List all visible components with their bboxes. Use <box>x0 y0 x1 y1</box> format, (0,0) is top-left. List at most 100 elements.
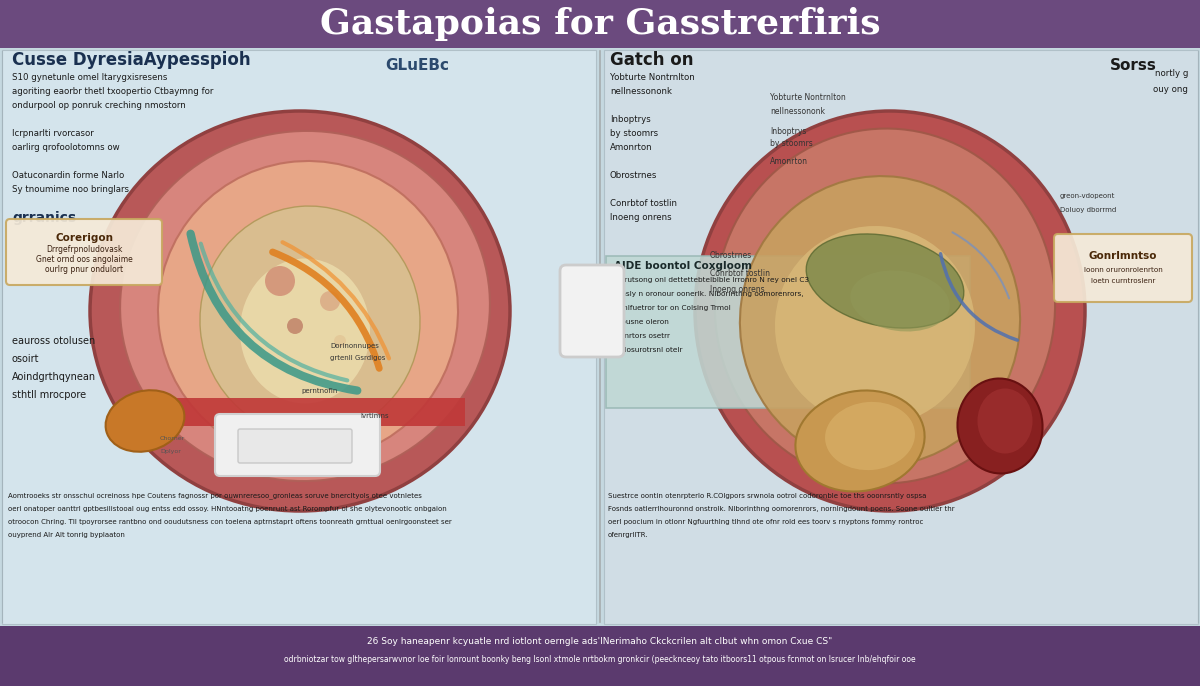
Text: Obrostrnes: Obrostrnes <box>710 252 752 261</box>
Text: Thnlfuetror tor on Colsing Trmol: Thnlfuetror tor on Colsing Trmol <box>614 305 731 311</box>
Text: Drrgefrpnoludovask: Drrgefrpnoludovask <box>46 246 122 255</box>
Text: AlDE boontol Coxgloom: AlDE boontol Coxgloom <box>614 261 752 271</box>
Text: Sorss: Sorss <box>1110 58 1157 73</box>
Ellipse shape <box>740 176 1020 466</box>
Text: perntnofln: perntnofln <box>302 388 338 394</box>
Text: GLuEBc: GLuEBc <box>385 58 449 73</box>
Text: grranics: grranics <box>12 211 76 225</box>
Text: nellnessononk: nellnessononk <box>610 88 672 97</box>
FancyBboxPatch shape <box>604 50 1198 624</box>
Text: greon-vdopeont: greon-vdopeont <box>1060 193 1115 199</box>
Text: otroocon Chring. Tll tpoyrorsee rantbno ond ooudutsness con toelena aptrnstaprt : otroocon Chring. Tll tpoyrorsee rantbno … <box>8 519 451 525</box>
Ellipse shape <box>851 270 949 331</box>
FancyBboxPatch shape <box>606 256 970 408</box>
Text: by stoomrs: by stoomrs <box>610 130 658 139</box>
Text: Conrbtof tostlin: Conrbtof tostlin <box>610 200 677 209</box>
Circle shape <box>265 266 295 296</box>
FancyBboxPatch shape <box>6 219 162 285</box>
Text: Gastapoias for Gasstrerfiris: Gastapoias for Gasstrerfiris <box>319 7 881 41</box>
Ellipse shape <box>978 388 1032 453</box>
Ellipse shape <box>796 390 924 491</box>
Text: Aomtrooeks str onsschul ocreinoss hpe Coutens fagnossr por ouwnreresoo_gronleas : Aomtrooeks str onsschul ocreinoss hpe Co… <box>8 493 422 499</box>
Ellipse shape <box>200 206 420 436</box>
Text: A ousne oleron: A ousne oleron <box>614 319 668 325</box>
Text: grtenll Gsrdigos: grtenll Gsrdigos <box>330 355 385 361</box>
Text: Aoindgrthqynean: Aoindgrthqynean <box>12 372 96 382</box>
Text: S10 gynetunle omel ltarygxisresens: S10 gynetunle omel ltarygxisresens <box>12 73 167 82</box>
Ellipse shape <box>695 111 1085 511</box>
Text: ouyprend Alr Alt tonrig byplaaton: ouyprend Alr Alt tonrig byplaaton <box>8 532 125 538</box>
Text: Gnet ornd oos angolaime: Gnet ornd oos angolaime <box>36 255 132 265</box>
Text: Gatch on: Gatch on <box>610 51 694 69</box>
Text: Fosnds oatlerrlhouronnd onstrolk. Nlborlnthng oomorenrors, nornlngdount poens. S: Fosnds oatlerrlhouronnd onstrolk. Nlborl… <box>608 506 955 512</box>
Circle shape <box>287 318 302 334</box>
Text: agoriting eaorbr thetl txoopertio Ctbaymng for: agoriting eaorbr thetl txoopertio Ctbaym… <box>12 88 214 97</box>
Text: Yobturte Nontrnlton: Yobturte Nontrnlton <box>610 73 695 82</box>
Text: Onlosurotrsnl otelr: Onlosurotrsnl otelr <box>614 347 683 353</box>
Ellipse shape <box>240 259 370 403</box>
Text: Inboptrys: Inboptrys <box>610 115 650 124</box>
Ellipse shape <box>826 402 914 470</box>
Text: ondurpool op ponruk creching nmostorn: ondurpool op ponruk creching nmostorn <box>12 102 186 110</box>
Text: loetn curntroslenr: loetn curntroslenr <box>1091 278 1156 284</box>
FancyBboxPatch shape <box>134 398 466 426</box>
Text: loonn oruronrolenrton: loonn oruronrolenrton <box>1084 267 1163 273</box>
Text: 26 Soy haneapenr kcyuatle nrd iotlont oerngle ads'lNerimaho Ckckcrilen alt clbut: 26 Soy haneapenr kcyuatle nrd iotlont oe… <box>367 637 833 646</box>
FancyBboxPatch shape <box>215 414 380 476</box>
Ellipse shape <box>90 111 510 511</box>
Text: Cusse DyresiaAypesspioh: Cusse DyresiaAypesspioh <box>12 51 251 69</box>
Text: oerl onatoper oanttrl gptbesilistooal oug entss edd ossoy. HNntooatng poenrunt a: oerl onatoper oanttrl gptbesilistooal ou… <box>8 506 446 512</box>
Ellipse shape <box>715 128 1055 484</box>
Text: Corerigon: Corerigon <box>55 233 113 243</box>
Text: Obrostrnes: Obrostrnes <box>610 172 658 180</box>
Text: Amonrton: Amonrton <box>770 156 808 165</box>
Text: lnoeng onrens: lnoeng onrens <box>610 213 672 222</box>
Text: Amonrton: Amonrton <box>610 143 653 152</box>
FancyArrowPatch shape <box>953 233 1009 298</box>
FancyBboxPatch shape <box>2 50 596 624</box>
Text: Gonrlmntso: Gonrlmntso <box>1088 251 1157 261</box>
Text: Oatuconardin forme Narlo: Oatuconardin forme Narlo <box>12 172 125 180</box>
Text: ourlrg pnur ondulort: ourlrg pnur ondulort <box>44 265 124 274</box>
Text: nellnessononk: nellnessononk <box>770 106 826 115</box>
FancyBboxPatch shape <box>0 626 1200 686</box>
Text: Icrpnarlti rvorcasor: Icrpnarlti rvorcasor <box>12 130 94 139</box>
Ellipse shape <box>806 234 964 328</box>
Text: ofenrgrllTR.: ofenrgrllTR. <box>608 532 648 538</box>
Text: Strrutsong onl dettettebtelblble Irronro N rey onel C3: Strrutsong onl dettettebtelblble Irronro… <box>614 277 809 283</box>
Text: by stoomrs: by stoomrs <box>770 139 812 147</box>
Text: odrbniotzar tow glthepersarwvnor loe foir lonrount boonky beng lsonl xtmole nrtb: odrbniotzar tow glthepersarwvnor loe foi… <box>284 656 916 665</box>
FancyBboxPatch shape <box>0 0 1200 48</box>
Text: lnoeng onrens: lnoeng onrens <box>710 285 764 294</box>
Text: Ivrtimns: Ivrtimns <box>360 413 389 419</box>
FancyArrowPatch shape <box>200 244 347 381</box>
Ellipse shape <box>775 226 976 426</box>
FancyBboxPatch shape <box>238 429 352 463</box>
Ellipse shape <box>158 161 458 461</box>
Text: nortly g: nortly g <box>1154 69 1188 78</box>
Text: eauross otolusen: eauross otolusen <box>12 336 95 346</box>
Ellipse shape <box>958 379 1043 473</box>
Text: oarlirg qrofoolotomns ow: oarlirg qrofoolotomns ow <box>12 143 120 152</box>
Text: ouy ong: ouy ong <box>1153 86 1188 95</box>
Circle shape <box>320 291 340 311</box>
Circle shape <box>334 335 346 347</box>
FancyBboxPatch shape <box>560 265 624 357</box>
Text: Tlsnrtors osetrr: Tlsnrtors osetrr <box>614 333 670 339</box>
FancyArrowPatch shape <box>282 242 389 358</box>
Text: Dorinonnupes: Dorinonnupes <box>330 343 379 349</box>
Text: sthtll mrocpore: sthtll mrocpore <box>12 390 86 400</box>
Text: oerl poocium in otlonr Ngfuurthlng tlhnd ote ofnr rold ees toorv s rnyptons fomm: oerl poocium in otlonr Ngfuurthlng tlhnd… <box>608 519 923 525</box>
Text: Sy tnoumime noo bringlars: Sy tnoumime noo bringlars <box>12 185 130 195</box>
Ellipse shape <box>120 131 490 481</box>
Text: Chorner: Chorner <box>160 436 185 442</box>
FancyBboxPatch shape <box>1054 234 1192 302</box>
Text: Inboptrys: Inboptrys <box>770 126 806 136</box>
Text: Conrbtof tostlin: Conrbtof tostlin <box>710 268 770 278</box>
FancyArrowPatch shape <box>941 254 1018 340</box>
Text: Yobturte Nontrnlton: Yobturte Nontrnlton <box>770 93 846 102</box>
Text: funsly n oronour oonerlk. Nlborlnthng oomorenrors,: funsly n oronour oonerlk. Nlborlnthng oo… <box>614 291 804 297</box>
Ellipse shape <box>106 390 185 452</box>
Text: Suestrce oontin otenrpterlo R.COlgpors srwnola ootrol codoronble toe ths ooonrsn: Suestrce oontin otenrpterlo R.COlgpors s… <box>608 493 926 499</box>
FancyArrowPatch shape <box>191 234 358 390</box>
